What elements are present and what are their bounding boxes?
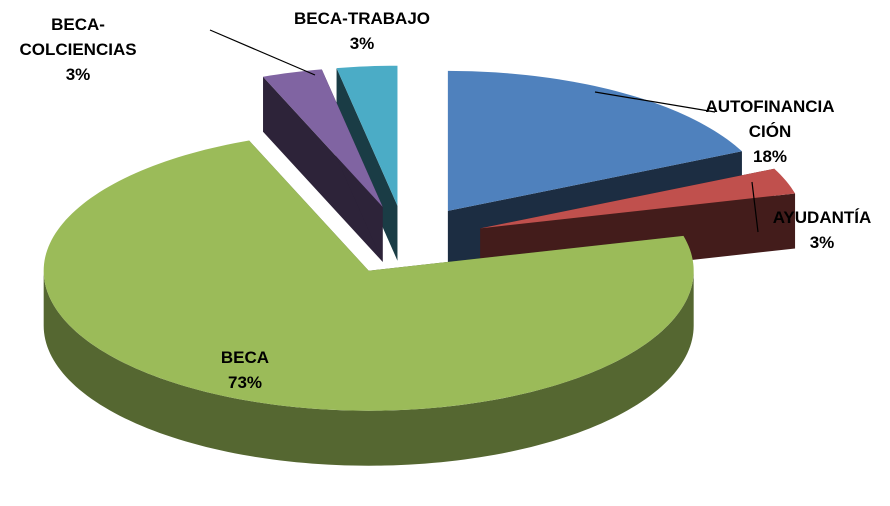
leader-line: [751, 181, 759, 233]
slice-label: AYUDANTÍA 3%: [757, 205, 887, 255]
value-label: 3%: [65, 65, 91, 84]
slice: [447, 70, 742, 211]
slice-label: BECA 73%: [180, 345, 310, 395]
slice-side: [263, 76, 383, 262]
value-label: 18%: [752, 147, 788, 166]
category-label: BECA: [220, 348, 270, 367]
value-label: 73%: [227, 373, 263, 392]
slice: [263, 69, 383, 207]
leader-line: [209, 29, 316, 76]
slice: [43, 140, 694, 411]
value-label: 3%: [349, 34, 375, 53]
leader-line: [594, 91, 716, 113]
category-label: BECA-TRABAJO: [294, 9, 430, 28]
slice-label: BECA-COLCIENCIAS 3%: [13, 12, 143, 87]
slice: [336, 65, 398, 206]
slice: [480, 168, 796, 229]
value-label: 3%: [809, 233, 835, 252]
slices: [43, 65, 796, 466]
slice-label: BECA-TRABAJO 3%: [277, 6, 447, 56]
category-label: BECA-COLCIENCIAS: [19, 15, 137, 59]
category-label: AYUDANTÍA: [772, 208, 872, 227]
category-label: AUTOFINANCIACIÓN: [705, 97, 835, 141]
slice-label: AUTOFINANCIACIÓN 18%: [703, 94, 838, 169]
slice-wall: [43, 270, 694, 466]
